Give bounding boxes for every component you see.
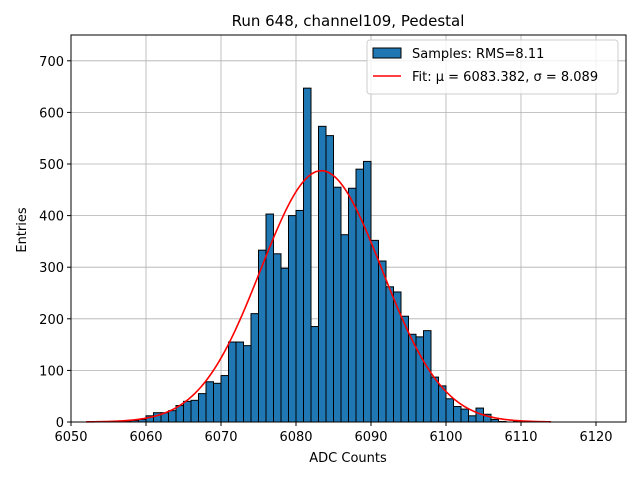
histogram-bar [250, 313, 259, 423]
histogram-bar [183, 400, 192, 423]
x-tick-label: 6060 [129, 430, 162, 445]
histogram-bar [190, 399, 199, 423]
histogram-bar [423, 330, 432, 423]
histogram-bar [243, 345, 252, 423]
y-tick-label: 700 [39, 55, 64, 70]
histogram-bar [235, 341, 244, 423]
histogram-bar [430, 376, 439, 423]
y-tick-label: 0 [56, 416, 64, 431]
histogram-bar [340, 234, 349, 423]
histogram-bar [400, 315, 409, 423]
histogram-bar [453, 406, 462, 423]
legend-samples-label: Samples: RMS=8.11 [412, 47, 544, 62]
x-axis-label: ADC Counts [309, 451, 387, 466]
legend-bar-swatch [372, 47, 402, 59]
histogram-bar [273, 253, 282, 423]
histogram-bar [220, 375, 229, 423]
x-tick-label: 6100 [429, 430, 462, 445]
histogram-bar [310, 326, 319, 423]
x-tick-label: 6080 [279, 430, 312, 445]
histogram-bar [168, 410, 177, 423]
histogram-bar [280, 267, 289, 423]
histogram-bar [445, 398, 454, 423]
histogram-bar [333, 186, 342, 423]
histogram-bar [363, 160, 372, 423]
histogram-bar [370, 239, 379, 423]
chart-title: Run 648, channel109, Pedestal [232, 12, 465, 30]
histogram-bar [385, 286, 394, 423]
x-tick-label: 6070 [204, 430, 237, 445]
histogram-bar [378, 260, 387, 423]
y-axis-ticks: 0 100 200 300 400 500 600 700 [39, 55, 71, 431]
histogram-bar [205, 381, 214, 423]
y-tick-label: 200 [39, 313, 64, 328]
histogram-bar [288, 215, 297, 423]
y-tick-label: 100 [39, 364, 64, 379]
histogram-bar [348, 187, 357, 423]
x-tick-label: 6110 [504, 430, 537, 445]
legend-fit-label: Fit: μ = 6083.382, σ = 8.089 [412, 70, 598, 85]
fit-curve [85, 169, 552, 423]
legend: Samples: RMS=8.11 Fit: μ = 6083.382, σ =… [366, 39, 619, 95]
histogram-bar [295, 209, 304, 423]
y-tick-label: 300 [39, 261, 64, 276]
histogram-bar [303, 87, 312, 423]
plot-frame [70, 34, 627, 423]
histogram-bar [198, 393, 207, 423]
histogram-bars [93, 87, 522, 423]
x-tick-label: 6050 [54, 430, 87, 445]
y-tick-label: 400 [39, 210, 64, 225]
legend-box [366, 39, 619, 95]
histogram-bar [213, 382, 222, 423]
histogram-bar [460, 408, 469, 423]
histogram-bar [325, 135, 334, 423]
x-axis-ticks: 6050 6060 6070 6080 6090 6100 6110 6120 [54, 422, 613, 445]
x-tick-label: 6120 [579, 430, 612, 445]
histogram-bar [258, 249, 267, 423]
histogram-bar [468, 415, 477, 423]
y-axis-label: Entries [15, 207, 30, 253]
histogram-bar [408, 333, 417, 423]
y-tick-label: 600 [39, 106, 64, 121]
x-tick-label: 6090 [354, 430, 387, 445]
histogram-bar [355, 168, 364, 423]
histogram-bar [228, 341, 237, 423]
y-tick-label: 500 [39, 158, 64, 173]
